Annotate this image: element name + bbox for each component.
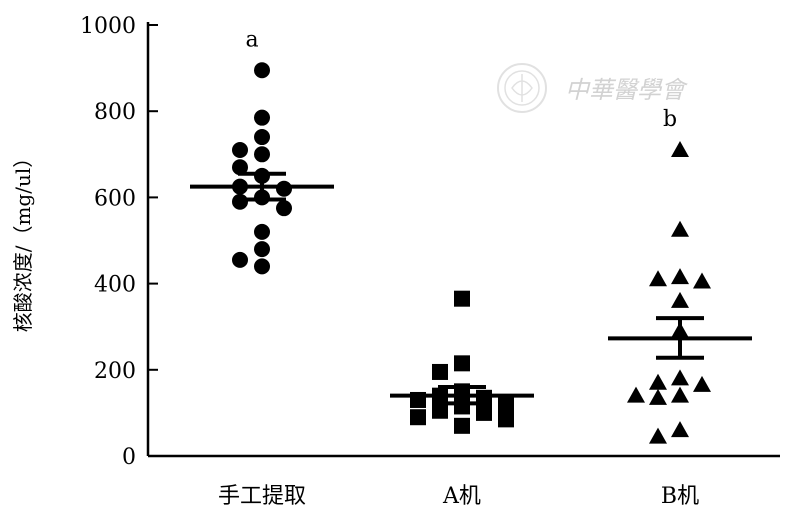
y-tick-label: 400 xyxy=(94,273,136,298)
data-point xyxy=(254,109,270,126)
data-point xyxy=(232,159,248,176)
significance-label: b xyxy=(663,107,677,132)
data-point xyxy=(276,180,292,197)
data-point xyxy=(432,363,448,380)
data-point xyxy=(693,375,711,392)
data-point xyxy=(671,220,689,237)
data-point xyxy=(476,404,492,421)
data-point xyxy=(232,193,248,210)
data-point xyxy=(649,427,667,444)
data-point xyxy=(671,369,689,386)
significance-label: a xyxy=(245,27,258,52)
data-point xyxy=(649,270,667,287)
data-point xyxy=(671,386,689,403)
data-point xyxy=(254,241,270,258)
data-point xyxy=(254,258,270,275)
data-point xyxy=(671,421,689,438)
data-point xyxy=(671,291,689,308)
x-tick-label: A机 xyxy=(442,484,481,509)
data-point xyxy=(693,272,711,289)
y-tick-label: 600 xyxy=(94,186,136,211)
data-point xyxy=(498,396,514,413)
group-2 xyxy=(390,290,534,434)
group-3: b xyxy=(608,107,752,444)
data-point xyxy=(254,223,270,240)
data-point xyxy=(410,409,426,426)
watermark-text: 中華醫學會 xyxy=(565,76,688,104)
data-point xyxy=(232,141,248,158)
data-point xyxy=(276,200,292,217)
data-point xyxy=(232,251,248,268)
x-tick-label: 手工提取 xyxy=(218,484,306,509)
y-tick-label: 800 xyxy=(94,100,136,125)
data-groups: ab xyxy=(190,27,752,444)
y-axis-label: 核酸浓度/（mg/ul） xyxy=(11,148,35,333)
watermark: 中華醫學會 xyxy=(497,63,688,113)
x-tick-labels: 手工提取 A机 B机 xyxy=(218,484,699,509)
data-point xyxy=(454,290,470,307)
data-point xyxy=(254,146,270,163)
y-ticks: 0 200 400 600 800 1000 xyxy=(80,14,158,470)
data-point xyxy=(454,417,470,434)
y-tick-label: 0 xyxy=(122,445,136,470)
data-point xyxy=(454,355,470,372)
data-point xyxy=(649,388,667,405)
data-point xyxy=(432,402,448,419)
x-tick-label: B机 xyxy=(661,484,699,509)
data-point xyxy=(627,386,645,403)
data-point xyxy=(649,373,667,390)
data-point xyxy=(254,129,270,146)
group-1: a xyxy=(190,27,334,275)
data-point xyxy=(671,268,689,285)
seal-icon xyxy=(497,63,547,113)
y-tick-label: 1000 xyxy=(80,14,136,39)
y-tick-label: 200 xyxy=(94,359,136,384)
data-point xyxy=(254,62,270,79)
data-point xyxy=(498,411,514,428)
data-point xyxy=(671,140,689,157)
